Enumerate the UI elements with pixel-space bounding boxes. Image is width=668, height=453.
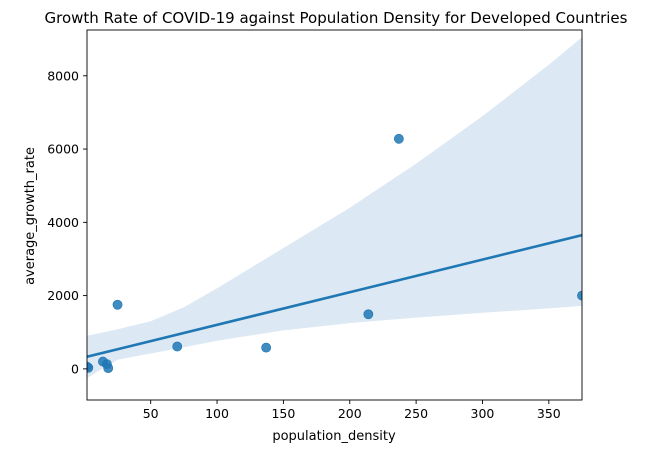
plot-area: 50 100 150 200 250 300 350 0 2000 4000 6000 8000 bbox=[47, 29, 583, 421]
regression-line bbox=[87, 233, 582, 359]
y-tick-label: 8000 bbox=[47, 68, 79, 83]
data-point bbox=[172, 341, 183, 352]
y-axis-label: average_growth_rate bbox=[23, 147, 38, 285]
data-point bbox=[112, 299, 123, 310]
y-tick-label: 6000 bbox=[47, 142, 79, 157]
axes-frame bbox=[86, 29, 583, 401]
data-point bbox=[393, 133, 404, 144]
chart-title: Growth Rate of COVID-19 against Populati… bbox=[45, 9, 628, 27]
x-axis-label: population_density bbox=[272, 429, 396, 444]
data-point bbox=[87, 362, 94, 373]
data-point bbox=[577, 290, 582, 301]
x-tick-label: 250 bbox=[404, 406, 428, 421]
x-tick-label: 300 bbox=[471, 406, 495, 421]
data-point bbox=[103, 363, 114, 374]
x-tick-label: 350 bbox=[537, 406, 561, 421]
data-point bbox=[363, 309, 374, 320]
y-tick-label: 0 bbox=[71, 361, 79, 376]
confidence-band bbox=[87, 37, 582, 379]
x-tick-label: 50 bbox=[143, 406, 159, 421]
x-tick-label: 100 bbox=[205, 406, 229, 421]
data-point bbox=[261, 342, 272, 353]
x-tick-label: 150 bbox=[271, 406, 295, 421]
x-tick-label: 200 bbox=[338, 406, 362, 421]
y-tick-label: 2000 bbox=[47, 288, 79, 303]
y-tick-label: 4000 bbox=[47, 215, 79, 230]
